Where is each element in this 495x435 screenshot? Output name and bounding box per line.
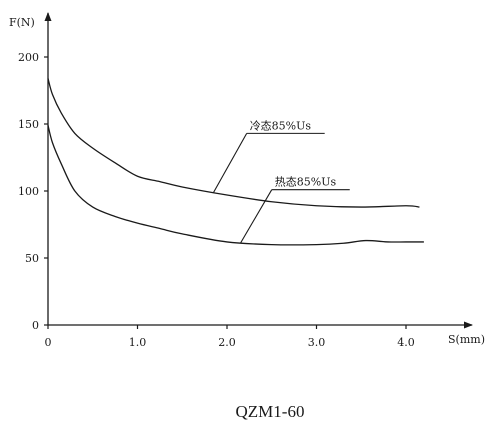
series-layer: [47, 78, 424, 246]
annotation-layer: 冷态85%Us 热态85%Us: [213, 119, 350, 244]
axes-layer: [44, 12, 473, 329]
y-tick-label: 150: [18, 118, 39, 131]
annotation-leader-line: [213, 133, 248, 193]
y-tick-label: 0: [32, 319, 39, 332]
y-axis-label: F(N): [9, 16, 35, 29]
ticks-layer: 0 50 100 150 200 0 1.0 2.0 3.0 4.0: [18, 51, 415, 349]
x-tick-label: 0: [45, 336, 52, 349]
series-line-cold: [47, 78, 420, 208]
x-tick-label: 1.0: [129, 336, 147, 349]
y-tick-label: 50: [25, 252, 39, 265]
y-tick-label: 100: [18, 185, 39, 198]
x-tick-label: 3.0: [308, 336, 326, 349]
y-tick-label: 200: [18, 51, 39, 64]
annotation-label-hot: 热态85%Us: [275, 176, 337, 189]
series-line-hot: [47, 125, 424, 246]
x-tick-label: 2.0: [218, 336, 236, 349]
x-tick-label: 4.0: [397, 336, 415, 349]
annotation-label-cold: 冷态85%Us: [250, 119, 312, 132]
annotation-leader-line: [239, 189, 273, 244]
figure-caption: QZM1-60: [236, 402, 305, 421]
x-axis-label: S(mm): [448, 333, 485, 346]
